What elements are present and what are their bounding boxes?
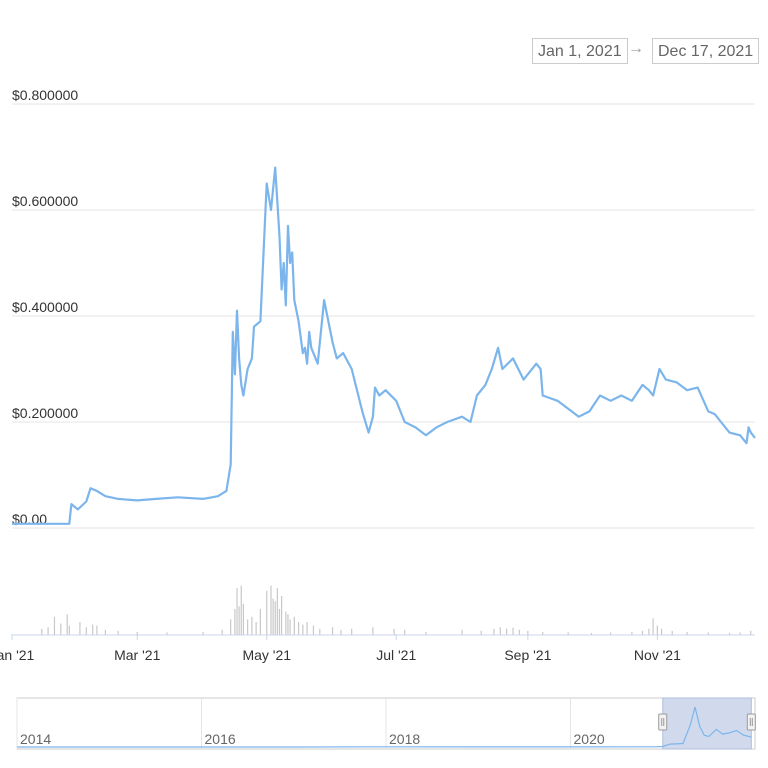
volume-bar bbox=[270, 585, 272, 635]
volume-bar bbox=[166, 632, 168, 635]
volume-bar bbox=[461, 629, 463, 635]
volume-bar bbox=[251, 616, 253, 635]
volume-bar bbox=[66, 614, 68, 635]
volume-bar bbox=[319, 628, 321, 635]
volume-bar bbox=[287, 614, 289, 635]
volume-bar bbox=[506, 628, 508, 635]
y-tick-label: $0.600000 bbox=[12, 193, 78, 209]
volume-bar bbox=[707, 632, 709, 635]
volume-bar bbox=[728, 632, 731, 635]
volume-bar bbox=[285, 611, 287, 635]
y-tick-label: $0.200000 bbox=[12, 405, 78, 421]
volume-bar bbox=[518, 629, 520, 635]
navigator-selected-range[interactable] bbox=[662, 697, 752, 750]
volume-bar bbox=[68, 625, 70, 635]
x-tick-label: Jan '21 bbox=[0, 647, 35, 663]
x-tick-label: Nov '21 bbox=[634, 647, 681, 663]
y-tick-label: $0.400000 bbox=[12, 299, 78, 315]
volume-bar bbox=[41, 628, 43, 635]
volume-bar bbox=[53, 616, 56, 635]
volume-bar bbox=[297, 622, 300, 635]
navigator-tick-label: 2020 bbox=[574, 731, 605, 747]
volume-bar bbox=[60, 623, 62, 635]
x-tick-label: Mar '21 bbox=[114, 647, 160, 663]
volume-bar bbox=[293, 616, 295, 635]
volume-bar bbox=[750, 630, 752, 635]
volume-bar bbox=[372, 627, 374, 635]
volume-bar bbox=[266, 590, 268, 635]
date-to-input[interactable]: Dec 17, 2021 bbox=[652, 38, 760, 64]
navigator-tick-label: 2016 bbox=[205, 731, 236, 747]
navigator-tick-label: 2018 bbox=[389, 731, 420, 747]
volume-bar bbox=[236, 588, 238, 635]
volume-bar bbox=[272, 598, 274, 635]
volume-bar bbox=[242, 603, 244, 635]
volume-bar bbox=[512, 627, 514, 635]
volume-bar bbox=[136, 631, 138, 635]
navigator-left-handle[interactable] bbox=[658, 713, 668, 731]
volume-bar bbox=[527, 630, 529, 635]
volume-bar bbox=[255, 622, 257, 635]
volume-bar bbox=[671, 630, 673, 635]
date-range-arrow-icon: → bbox=[628, 40, 644, 57]
volume-bar bbox=[221, 629, 223, 635]
volume-bar bbox=[104, 629, 107, 635]
volume-bar bbox=[739, 632, 741, 635]
volume-bar bbox=[202, 631, 204, 635]
x-tick-label: May '21 bbox=[242, 647, 291, 663]
volume-bar bbox=[331, 627, 334, 635]
volume-bar bbox=[351, 628, 353, 635]
date-from-input[interactable]: Jan 1, 2021 bbox=[532, 38, 628, 64]
volume-bar bbox=[656, 625, 658, 635]
volume-bar bbox=[404, 629, 406, 635]
volume-bar bbox=[393, 628, 395, 635]
volume-bar bbox=[590, 632, 593, 635]
volume-bar bbox=[480, 630, 482, 635]
volume-bar bbox=[542, 631, 544, 635]
volume-bar bbox=[230, 619, 232, 635]
volume-bar bbox=[281, 596, 283, 635]
y-tick-label: $0.800000 bbox=[12, 87, 78, 103]
volume-bar bbox=[648, 628, 650, 635]
volume-bar bbox=[247, 619, 249, 635]
volume-bar bbox=[631, 631, 633, 635]
navigator-series-line bbox=[17, 706, 752, 748]
volume-bar bbox=[652, 618, 654, 635]
volume-bar bbox=[340, 629, 342, 635]
price-series-line bbox=[12, 166, 756, 525]
navigator-right-handle[interactable] bbox=[746, 713, 756, 731]
volume-bar bbox=[79, 622, 81, 635]
volume-bar bbox=[274, 601, 276, 635]
volume-bar bbox=[259, 609, 261, 635]
navigator-tick-label: 2014 bbox=[20, 731, 51, 747]
volume-bar bbox=[117, 630, 119, 635]
volume-bar bbox=[567, 632, 569, 635]
volume-bar bbox=[499, 627, 501, 635]
volume-bar bbox=[289, 619, 291, 635]
volume-bar bbox=[85, 627, 87, 635]
volume-bar bbox=[96, 625, 98, 635]
volume-bar bbox=[47, 627, 49, 635]
volume-bar bbox=[278, 609, 281, 635]
volume-bar bbox=[92, 624, 94, 635]
volume-bar bbox=[610, 632, 612, 635]
x-tick-label: Jul '21 bbox=[376, 647, 416, 663]
volume-bar bbox=[276, 588, 278, 635]
volume-bar bbox=[238, 606, 240, 635]
volume-bar bbox=[234, 609, 236, 635]
x-tick-label: Sep '21 bbox=[504, 647, 551, 663]
volume-bar bbox=[493, 628, 495, 635]
volume-bar bbox=[660, 628, 663, 635]
volume-bar bbox=[425, 631, 427, 635]
volume-bar bbox=[240, 585, 242, 635]
volume-bar bbox=[306, 622, 308, 635]
volume-bar bbox=[302, 624, 304, 635]
volume-bar bbox=[312, 625, 315, 635]
volume-bar bbox=[641, 630, 644, 635]
volume-bar bbox=[686, 631, 688, 635]
